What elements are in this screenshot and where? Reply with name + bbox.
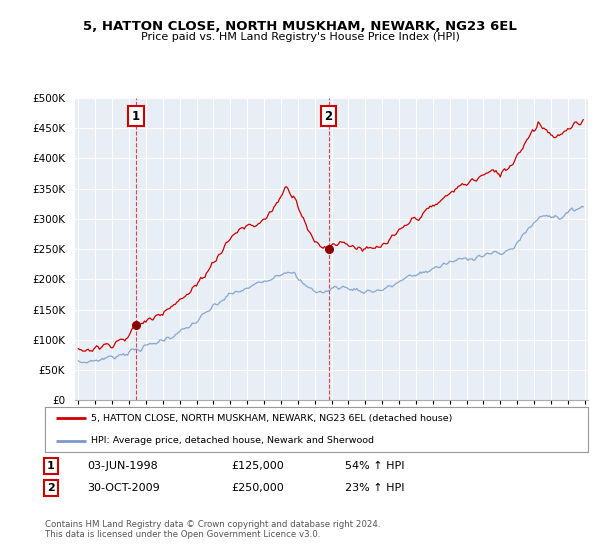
Text: 2: 2 bbox=[47, 483, 55, 493]
Text: Contains HM Land Registry data © Crown copyright and database right 2024.
This d: Contains HM Land Registry data © Crown c… bbox=[45, 520, 380, 539]
Text: 5, HATTON CLOSE, NORTH MUSKHAM, NEWARK, NG23 6EL (detached house): 5, HATTON CLOSE, NORTH MUSKHAM, NEWARK, … bbox=[91, 414, 452, 423]
Text: 2: 2 bbox=[325, 110, 332, 123]
Text: 1: 1 bbox=[47, 461, 55, 471]
Text: 1: 1 bbox=[132, 110, 140, 123]
Text: 23% ↑ HPI: 23% ↑ HPI bbox=[345, 483, 404, 493]
Text: £125,000: £125,000 bbox=[231, 461, 284, 471]
Text: 54% ↑ HPI: 54% ↑ HPI bbox=[345, 461, 404, 471]
Text: Price paid vs. HM Land Registry's House Price Index (HPI): Price paid vs. HM Land Registry's House … bbox=[140, 32, 460, 43]
Text: 30-OCT-2009: 30-OCT-2009 bbox=[87, 483, 160, 493]
Text: £250,000: £250,000 bbox=[231, 483, 284, 493]
Text: 03-JUN-1998: 03-JUN-1998 bbox=[87, 461, 158, 471]
Text: 5, HATTON CLOSE, NORTH MUSKHAM, NEWARK, NG23 6EL: 5, HATTON CLOSE, NORTH MUSKHAM, NEWARK, … bbox=[83, 20, 517, 32]
Text: HPI: Average price, detached house, Newark and Sherwood: HPI: Average price, detached house, Newa… bbox=[91, 436, 374, 445]
